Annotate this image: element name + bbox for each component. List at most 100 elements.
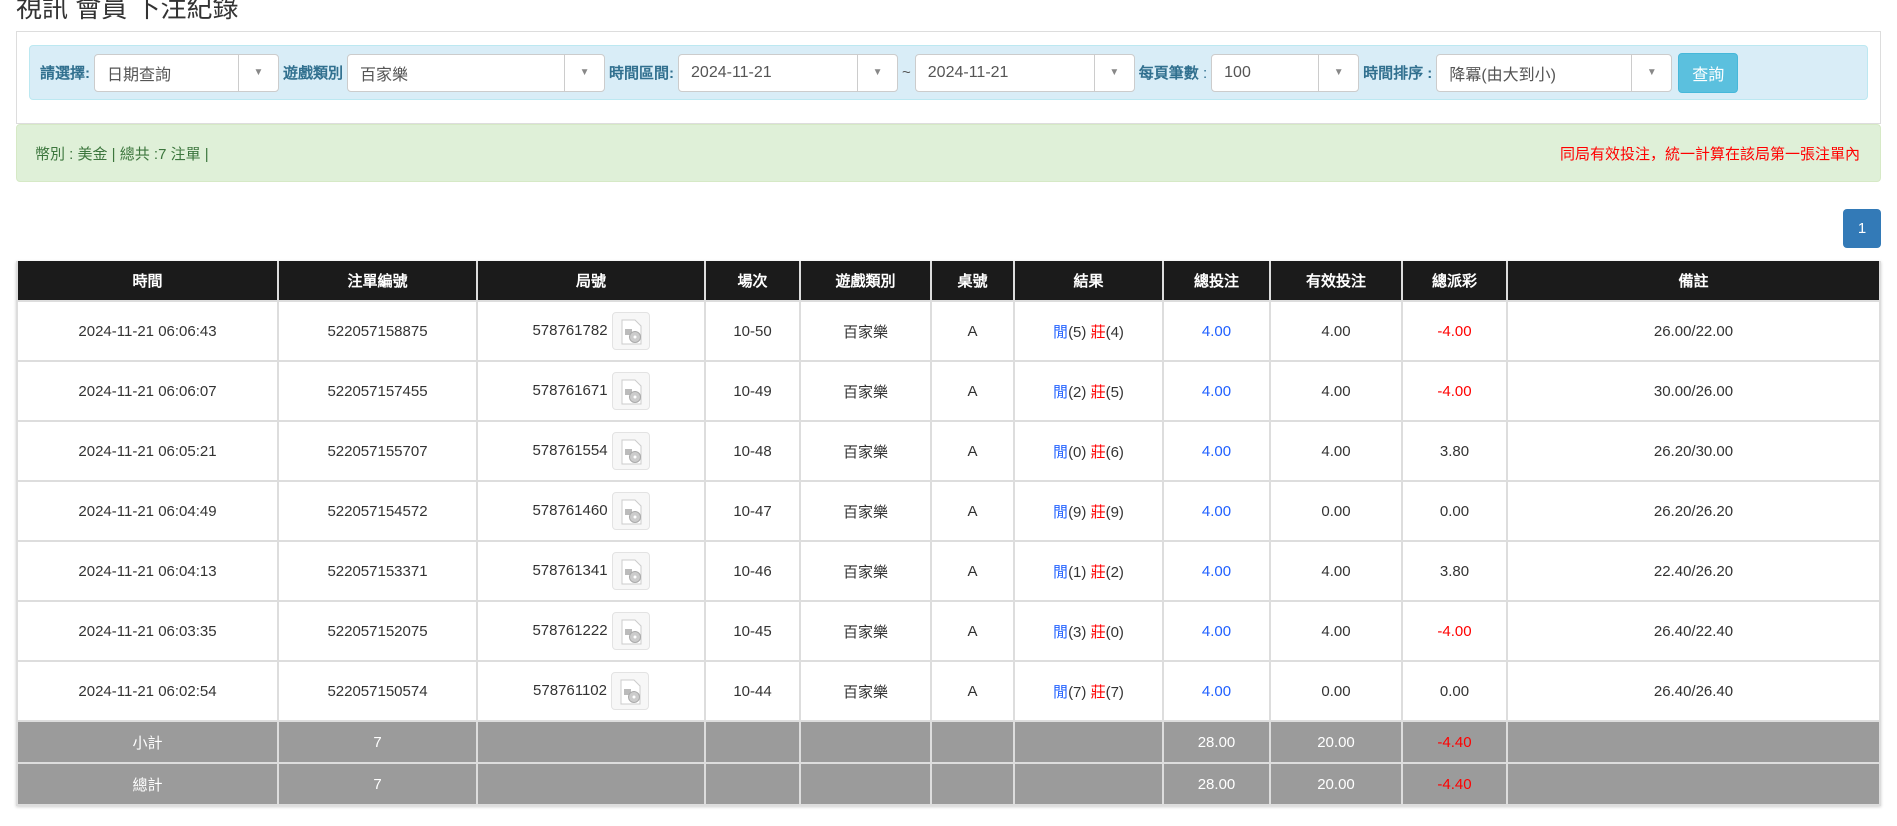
time-cell: 2024-11-21 06:04:49: [16, 480, 279, 542]
table-row: 2024-11-21 06:06:43 522057158875 5787617…: [16, 300, 1881, 362]
bet-id-cell: 522057153371: [277, 540, 478, 602]
total-bet-cell: 4.00: [1162, 480, 1271, 542]
column-header: 總投注: [1162, 261, 1271, 302]
query-type-select[interactable]: 日期查詢 ▼: [94, 53, 279, 92]
result-cell: 閒(7) 莊(7): [1013, 660, 1164, 722]
video-replay-icon[interactable]: [611, 492, 650, 530]
table-cell: A: [930, 300, 1015, 362]
column-header: 注單編號: [277, 261, 478, 302]
result-cell: 閒(3) 莊(0): [1013, 600, 1164, 662]
shoe-cell: 10-44: [704, 660, 801, 722]
chevron-down-icon: ▼: [564, 54, 604, 91]
result-cell: 閒(0) 莊(6): [1013, 420, 1164, 482]
table-cell: A: [930, 600, 1015, 662]
chevron-down-icon: ▼: [857, 54, 897, 91]
payout-cell: 3.80: [1401, 540, 1508, 602]
bet-id-cell: 522057154572: [277, 480, 478, 542]
footer-total: 28.00: [1162, 720, 1271, 764]
footer-count: 7: [277, 762, 478, 806]
time-cell: 2024-11-21 06:06:07: [16, 360, 279, 422]
range-separator: ~: [902, 64, 911, 81]
footer-payout: -4.40: [1401, 720, 1508, 764]
time-cell: 2024-11-21 06:04:13: [16, 540, 279, 602]
result-cell: 閒(9) 莊(9): [1013, 480, 1164, 542]
summary-text: 幣別 : 美金 | 總共 :7 注單 |: [35, 145, 209, 163]
sort-select[interactable]: 降冪(由大到小) ▼: [1436, 53, 1673, 92]
column-header: 總派彩: [1401, 261, 1508, 302]
note-cell: 26.40/22.40: [1506, 600, 1881, 662]
round-cell: 578761671: [476, 360, 706, 422]
table-cell: A: [930, 540, 1015, 602]
table-row: 2024-11-21 06:02:54 522057150574 5787611…: [16, 660, 1881, 722]
round-cell: 578761782: [476, 300, 706, 362]
shoe-cell: 10-46: [704, 540, 801, 602]
payout-cell: 3.80: [1401, 420, 1508, 482]
chevron-down-icon: ▼: [238, 54, 278, 91]
footer-count: 7: [277, 720, 478, 764]
game-label: 遊戲類別: [283, 65, 344, 82]
per-page-select[interactable]: 100 ▼: [1211, 53, 1360, 92]
valid-bet-cell: 0.00: [1269, 660, 1403, 722]
table-row: 2024-11-21 06:03:35 522057152075 5787612…: [16, 600, 1881, 662]
payout-cell: -4.00: [1401, 600, 1508, 662]
column-header: 結果: [1013, 261, 1164, 302]
shoe-cell: 10-50: [704, 300, 801, 362]
footer-row: 小計 7 28.00 20.00 -4.40: [16, 720, 1881, 764]
game-cell: 百家樂: [799, 540, 932, 602]
table-row: 2024-11-21 06:05:21 522057155707 5787615…: [16, 420, 1881, 482]
total-bet-cell: 4.00: [1162, 600, 1271, 662]
bet-id-cell: 522057155707: [277, 420, 478, 482]
date-from-select[interactable]: 2024-11-21 ▼: [678, 53, 899, 92]
footer-label: 小計: [16, 720, 279, 764]
bet-id-cell: 522057157455: [277, 360, 478, 422]
time-cell: 2024-11-21 06:05:21: [16, 420, 279, 482]
table-cell: A: [930, 480, 1015, 542]
pagination-page-1[interactable]: 1: [1843, 209, 1881, 248]
valid-bet-cell: 4.00: [1269, 600, 1403, 662]
sort-label: 時間排序 :: [1363, 65, 1433, 82]
result-cell: 閒(5) 莊(4): [1013, 300, 1164, 362]
video-replay-icon[interactable]: [611, 372, 650, 410]
video-replay-icon[interactable]: [611, 432, 650, 470]
column-header: 時間: [16, 261, 279, 302]
summary-note: 同局有效投注，統一計算在該局第一張注單內: [1559, 145, 1860, 163]
video-replay-icon[interactable]: [611, 612, 650, 650]
valid-bet-cell: 0.00: [1269, 480, 1403, 542]
range-label: 時間區間:: [609, 65, 675, 82]
video-replay-icon[interactable]: [611, 312, 650, 350]
table-row: 2024-11-21 06:06:07 522057157455 5787616…: [16, 360, 1881, 422]
footer-valid: 20.00: [1269, 762, 1403, 806]
video-replay-icon[interactable]: [610, 672, 649, 710]
valid-bet-cell: 4.00: [1269, 300, 1403, 362]
game-cell: 百家樂: [799, 300, 932, 362]
result-cell: 閒(2) 莊(5): [1013, 360, 1164, 422]
result-cell: 閒(1) 莊(2): [1013, 540, 1164, 602]
table-row: 2024-11-21 06:04:49 522057154572 5787614…: [16, 480, 1881, 542]
note-cell: 22.40/26.20: [1506, 540, 1881, 602]
footer-payout: -4.40: [1401, 762, 1508, 806]
date-to-select[interactable]: 2024-11-21 ▼: [914, 53, 1135, 92]
column-header: 有效投注: [1269, 261, 1403, 302]
round-cell: 578761341: [476, 540, 706, 602]
game-cell: 百家樂: [799, 660, 932, 722]
column-header: 局號: [476, 261, 706, 302]
query-button[interactable]: 查詢: [1678, 52, 1739, 93]
game-type-select[interactable]: 百家樂 ▼: [347, 53, 606, 92]
payout-cell: 0.00: [1401, 480, 1508, 542]
footer-row: 總計 7 28.00 20.00 -4.40: [16, 762, 1881, 806]
round-cell: 578761222: [476, 600, 706, 662]
note-cell: 26.00/22.00: [1506, 300, 1881, 362]
game-cell: 百家樂: [799, 360, 932, 422]
table-cell: A: [930, 420, 1015, 482]
footer-label: 總計: [16, 762, 279, 806]
table-cell: A: [930, 660, 1015, 722]
select-label: 請選擇:: [40, 65, 90, 82]
column-header: 遊戲類別: [799, 261, 932, 302]
note-cell: 30.00/26.00: [1506, 360, 1881, 422]
bet-id-cell: 522057150574: [277, 660, 478, 722]
time-cell: 2024-11-21 06:06:43: [16, 300, 279, 362]
round-cell: 578761460: [476, 480, 706, 542]
video-replay-icon[interactable]: [611, 552, 650, 590]
round-cell: 578761102: [476, 660, 706, 722]
payout-cell: -4.00: [1401, 300, 1508, 362]
